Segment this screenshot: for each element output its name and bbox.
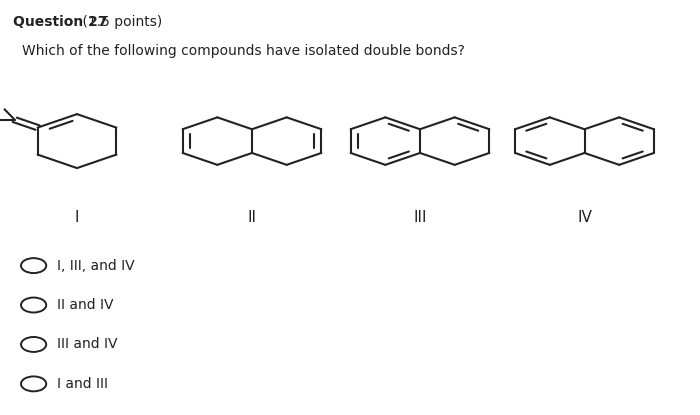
Text: (1.5 points): (1.5 points) bbox=[78, 15, 162, 29]
Text: II: II bbox=[248, 210, 256, 225]
Text: Question 27: Question 27 bbox=[13, 15, 107, 29]
Text: I, III, and IV: I, III, and IV bbox=[57, 259, 135, 273]
Text: III and IV: III and IV bbox=[57, 337, 118, 352]
Text: III: III bbox=[413, 210, 427, 225]
Text: Which of the following compounds have isolated double bonds?: Which of the following compounds have is… bbox=[22, 44, 466, 58]
Text: I: I bbox=[75, 210, 79, 225]
Text: I and III: I and III bbox=[57, 377, 108, 391]
Text: II and IV: II and IV bbox=[57, 298, 114, 312]
Text: IV: IV bbox=[577, 210, 592, 225]
